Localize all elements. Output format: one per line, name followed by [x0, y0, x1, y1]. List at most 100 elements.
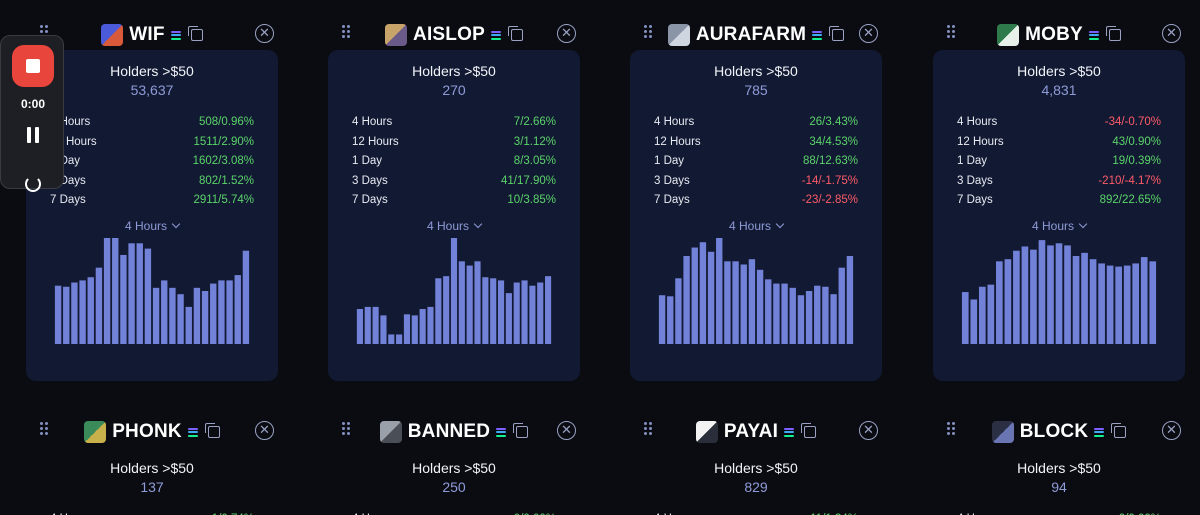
change-row-label: 4 Hours	[654, 116, 695, 128]
chart-bar	[234, 275, 241, 344]
close-card-icon[interactable]: ✕	[1162, 24, 1181, 43]
change-row-label: 4 Hours	[957, 116, 998, 128]
change-row-value: 508/0.96%	[199, 116, 254, 128]
chart-bar	[970, 299, 978, 344]
period-dropdown[interactable]: 4 Hours	[328, 219, 580, 233]
change-row-label: 3 Days	[957, 174, 993, 187]
card-header: BLOCK ✕	[933, 397, 1185, 443]
period-dropdown-label: 4 Hours	[1031, 218, 1075, 233]
chart-bar	[1132, 263, 1140, 344]
change-row: 1 Day 1602/3.08%	[50, 152, 254, 172]
change-row: 3 Days -14/-1.75%	[654, 172, 858, 192]
copy-address-icon[interactable]	[829, 26, 845, 41]
chart-bar	[545, 276, 552, 344]
chart-bar	[1098, 263, 1105, 344]
change-row-label: 12 Hours	[654, 135, 701, 148]
chart-bar	[372, 306, 379, 344]
close-card-icon[interactable]: ✕	[557, 24, 576, 43]
holders-value: 4,831	[1041, 82, 1077, 98]
change-row-value: 8/3.05%	[513, 155, 556, 168]
holders-label: Holders >$50	[714, 63, 798, 79]
copy-address-icon[interactable]	[507, 26, 523, 41]
drag-handle-icon[interactable]	[340, 24, 352, 40]
chart-bar	[1047, 245, 1054, 344]
drag-handle-icon[interactable]	[642, 24, 654, 40]
token-ticker: MOBY	[1025, 24, 1083, 45]
drag-handle-icon[interactable]	[945, 24, 957, 40]
period-dropdown[interactable]: 4 Hours	[26, 219, 278, 233]
copy-address-icon[interactable]	[513, 423, 529, 438]
close-card-icon[interactable]: ✕	[859, 421, 878, 440]
change-row: 4 Hours 508/0.96%	[50, 113, 254, 133]
card-header: WIF ✕	[26, 0, 278, 46]
chart-bar	[529, 285, 536, 344]
token-logo	[101, 24, 124, 46]
card-header: AISLOP ✕	[328, 0, 580, 46]
copy-address-icon[interactable]	[204, 423, 220, 438]
chart-bar	[95, 267, 103, 344]
close-card-icon[interactable]: ✕	[255, 421, 274, 440]
chart-bar	[691, 247, 698, 344]
change-row-value: 88/12.63%	[803, 155, 858, 168]
chart-bar	[1055, 243, 1063, 344]
stop-recording-button[interactable]	[12, 45, 54, 87]
change-row-label: 7 Days	[654, 194, 690, 207]
change-row: 7 Days -23/-2.85%	[654, 191, 858, 211]
chart-bar	[1013, 250, 1020, 344]
close-card-icon[interactable]: ✕	[255, 24, 274, 43]
chart-bar	[756, 269, 764, 344]
chart-bar	[765, 279, 772, 344]
change-row: 4 Hours 1/0.74%	[50, 510, 254, 515]
token-card-banned: BANNED ✕ Holders >$50 250 4 Hours 0/0.00…	[328, 397, 580, 515]
copy-address-icon[interactable]	[1105, 26, 1121, 41]
change-row-value: 3/1.12%	[513, 135, 556, 148]
drag-handle-icon[interactable]	[38, 421, 50, 437]
change-row: 4 Hours 26/3.43%	[654, 113, 858, 133]
close-card-icon[interactable]: ✕	[859, 24, 878, 43]
chart-bar	[490, 278, 497, 344]
holders-label: Holders >$50	[714, 460, 798, 476]
holders-bar-chart	[54, 236, 250, 344]
chart-bar	[458, 261, 465, 344]
change-row: 7 Days 10/3.85%	[352, 191, 556, 211]
token-logo	[385, 24, 408, 46]
drag-handle-icon[interactable]	[642, 421, 654, 437]
change-row-label: 7 Days	[50, 194, 86, 207]
chart-bar	[120, 254, 127, 344]
change-row-value: 11/1.34%	[810, 510, 858, 515]
chevron-down-icon	[473, 219, 483, 229]
change-row: 1 Day 8/3.05%	[352, 152, 556, 172]
copy-address-icon[interactable]	[801, 423, 817, 438]
period-dropdown[interactable]: 4 Hours	[933, 219, 1185, 233]
change-row: 3 Days -210/-4.17%	[957, 172, 1161, 192]
chart-bar	[521, 280, 528, 344]
change-table: 4 Hours 26/3.43% 12 Hours 34/4.53% 1 Day…	[654, 113, 858, 211]
card-header: AURAFARM ✕	[630, 0, 882, 46]
chart-bar	[152, 287, 160, 344]
restart-icon[interactable]	[25, 176, 41, 192]
period-dropdown[interactable]: 4 Hours	[630, 219, 882, 233]
pause-icon[interactable]	[27, 127, 39, 143]
token-card-payai: PAYAI ✕ Holders >$50 829 4 Hours 11/1.34…	[630, 397, 882, 515]
chart-bar	[161, 280, 168, 344]
chart-bar	[797, 295, 805, 344]
chart-bar	[185, 306, 192, 344]
chevron-down-icon	[775, 219, 785, 229]
chart-bar	[226, 280, 233, 344]
change-row-label: 1 Day	[957, 155, 988, 168]
copy-address-icon[interactable]	[1111, 423, 1127, 438]
close-card-icon[interactable]: ✕	[1162, 421, 1181, 440]
chart-bar	[699, 242, 707, 344]
solana-icon	[170, 30, 181, 40]
change-row: 4 Hours 0/0.00%	[352, 510, 556, 515]
close-card-icon[interactable]: ✕	[557, 421, 576, 440]
chart-bar	[71, 282, 78, 344]
chart-bar	[987, 284, 995, 344]
drag-handle-icon[interactable]	[340, 421, 352, 437]
copy-address-icon[interactable]	[187, 26, 203, 41]
change-row-value: 1511/2.90%	[193, 135, 254, 148]
holders-bar-chart	[658, 236, 854, 344]
chart-bar	[732, 261, 739, 344]
drag-handle-icon[interactable]	[945, 421, 957, 437]
change-row-value: 41/17.90%	[501, 174, 556, 187]
